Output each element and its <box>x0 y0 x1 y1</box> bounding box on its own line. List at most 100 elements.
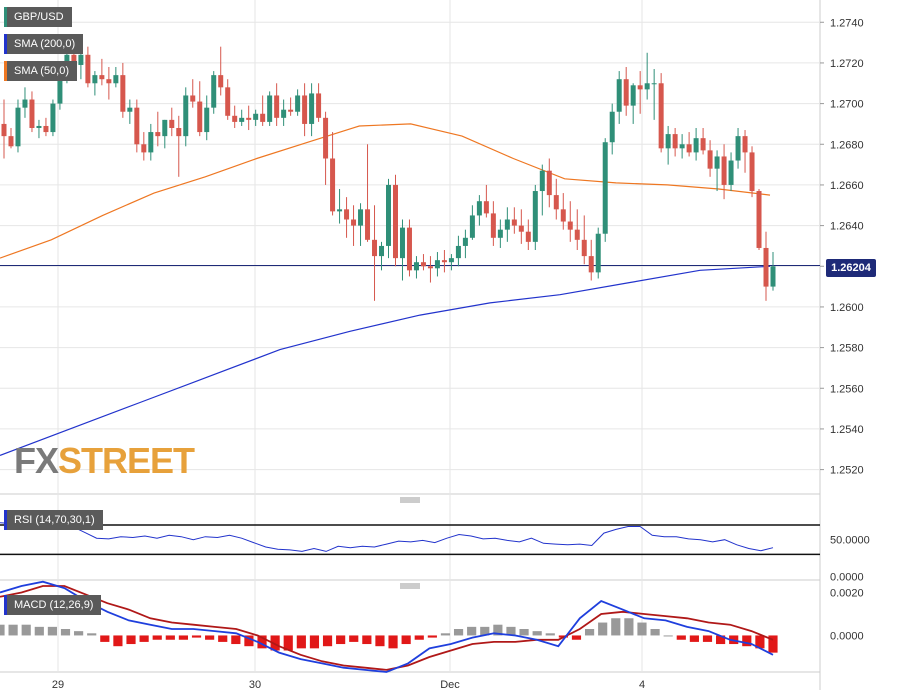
y-tick-label: 1.2540 <box>830 424 864 436</box>
candle-body <box>246 117 252 120</box>
macd-histogram-bar <box>571 635 582 640</box>
candle-body <box>365 209 371 240</box>
macd-histogram-bar <box>165 635 175 640</box>
candle-body <box>504 219 510 230</box>
candle-body <box>651 83 657 85</box>
candle-body <box>323 117 329 159</box>
candle-body <box>518 225 524 232</box>
macd-histogram-bar <box>716 635 726 645</box>
macd-histogram-bar <box>283 635 293 651</box>
candle-body <box>511 219 517 226</box>
candle-body <box>399 227 405 259</box>
y-tick-label: 1.2700 <box>830 99 864 111</box>
candle-body <box>693 138 699 153</box>
macd-histogram-bar <box>663 635 673 637</box>
macd-histogram-bar <box>231 635 241 645</box>
candle-body <box>162 119 168 137</box>
candle-body <box>462 237 468 246</box>
y-tick-label: 1.2660 <box>830 180 864 192</box>
macd-histogram-bar <box>689 635 699 642</box>
macd-histogram-bar <box>244 635 254 647</box>
candle-body <box>420 262 426 267</box>
macd-histogram-bar <box>309 635 320 649</box>
candle-body <box>588 256 594 273</box>
legend-rsi: RSI (14,70,30,1) <box>4 510 103 530</box>
macd-histogram-bar <box>493 624 503 636</box>
candle-body <box>469 215 475 238</box>
candle-body <box>78 54 84 65</box>
candle-body <box>602 142 608 234</box>
y-tick-label: 1.2720 <box>830 58 864 70</box>
rsi-tick-label: 0.0000 <box>830 571 864 583</box>
rsi-line <box>0 521 774 552</box>
x-tick-label: 29 <box>52 679 64 691</box>
candle-body <box>490 213 496 238</box>
candle-body <box>85 54 91 84</box>
candle-body <box>616 79 622 112</box>
candle-body <box>455 245 461 259</box>
y-tick-label: 1.2580 <box>830 343 864 355</box>
macd-histogram-bar <box>218 635 228 642</box>
macd-histogram-bar <box>126 635 136 645</box>
macd-histogram-bar <box>349 635 359 642</box>
candle-body <box>637 85 643 90</box>
candle-body <box>658 83 664 149</box>
y-tick-label: 1.2520 <box>830 465 864 477</box>
macd-histogram-bar <box>598 622 608 636</box>
candle-body <box>728 160 734 185</box>
candle-body <box>546 170 552 196</box>
candle-body <box>358 209 364 226</box>
macd-histogram-bar <box>506 626 516 636</box>
macd-histogram-bar <box>545 633 555 636</box>
candle-body <box>686 144 692 153</box>
candle-body <box>302 95 308 124</box>
candle-body <box>497 229 503 238</box>
candle-body <box>190 95 196 102</box>
candle-body <box>288 109 294 112</box>
candle-body <box>239 117 245 122</box>
candle-body <box>36 125 42 128</box>
candle-body <box>700 138 706 151</box>
sma50-line <box>0 123 771 259</box>
macd-histogram-bar <box>650 629 660 636</box>
y-tick-label: 1.2740 <box>830 17 864 29</box>
candle-body <box>29 99 35 128</box>
candle-body <box>141 144 147 153</box>
candle-body <box>707 150 713 169</box>
candle-body <box>609 111 615 143</box>
macd-histogram-bar <box>401 635 411 645</box>
candle-body <box>274 95 280 118</box>
candle-body <box>295 95 301 112</box>
macd-histogram-bar <box>178 635 189 640</box>
candle-body <box>406 227 412 271</box>
candle-body <box>574 229 580 240</box>
candle-body <box>742 136 748 153</box>
rsi-tick-label: 50.0000 <box>830 535 870 547</box>
candle-body <box>134 107 140 145</box>
candle-body <box>595 233 601 273</box>
macd-histogram-bar <box>139 635 149 642</box>
macd-histogram-bar <box>191 635 202 638</box>
candle-body <box>560 209 566 222</box>
candle-body <box>623 79 629 106</box>
macd-histogram-bar <box>34 626 44 636</box>
macd-histogram-bar <box>21 624 31 636</box>
candle-body <box>99 75 105 80</box>
macd-histogram-bar <box>336 635 346 645</box>
macd-histogram-bar <box>322 635 333 647</box>
macd-histogram-bar <box>676 635 686 640</box>
candle-body <box>372 239 378 257</box>
candle-body <box>204 107 210 133</box>
y-tick-label: 1.2600 <box>830 302 864 314</box>
candle-body <box>281 109 287 118</box>
macd-histogram-bar <box>74 631 84 636</box>
candle-body <box>309 93 315 124</box>
macd-signal-line <box>0 585 774 671</box>
legend-macd: MACD (12,26,9) <box>4 595 102 615</box>
x-tick-label: 30 <box>249 679 261 691</box>
y-tick-label: 1.2680 <box>830 139 864 151</box>
macd-histogram-bar <box>270 635 280 651</box>
y-tick-label: 1.2640 <box>830 221 864 233</box>
macd-histogram-bar <box>755 635 765 649</box>
macd-histogram-bar <box>624 618 634 636</box>
